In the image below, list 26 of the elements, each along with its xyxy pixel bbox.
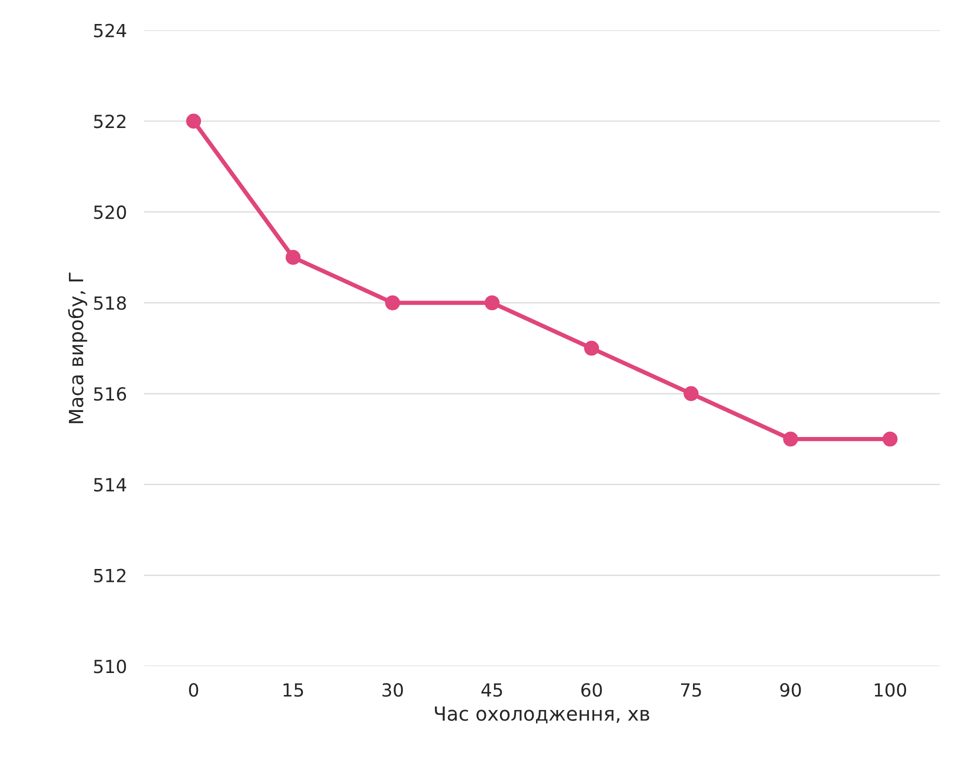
x-tick-label: 100 — [874, 683, 906, 697]
y-tick-label: 512 — [94, 568, 126, 582]
x-tick-label: 0 — [189, 683, 198, 697]
x-tick-label: 75 — [681, 683, 701, 697]
x-tick-label: 45 — [481, 683, 502, 697]
point — [584, 340, 600, 356]
x-axis-title: Час охолодження, хв — [434, 706, 650, 724]
y-tick-label: 518 — [94, 296, 126, 310]
point — [783, 432, 798, 447]
y-tick-label: 510 — [94, 660, 126, 674]
x-tick-label: 30 — [382, 683, 403, 697]
y-axis-title: Маса виробу, Г — [68, 272, 88, 424]
point — [186, 114, 202, 129]
point — [684, 386, 699, 402]
point — [286, 250, 301, 265]
point — [385, 295, 400, 310]
y-tick-label: 522 — [94, 114, 126, 128]
point — [882, 432, 898, 447]
y-tick-label: 520 — [94, 205, 126, 220]
point — [484, 295, 500, 310]
x-tick-label: 15 — [284, 683, 304, 697]
x-tick-label: 90 — [780, 683, 801, 697]
y-tick-label: 516 — [94, 387, 126, 401]
y-tick-label: 514 — [94, 478, 126, 492]
x-tick-label: 60 — [581, 683, 602, 697]
y-tick-label: 524 — [94, 24, 126, 38]
